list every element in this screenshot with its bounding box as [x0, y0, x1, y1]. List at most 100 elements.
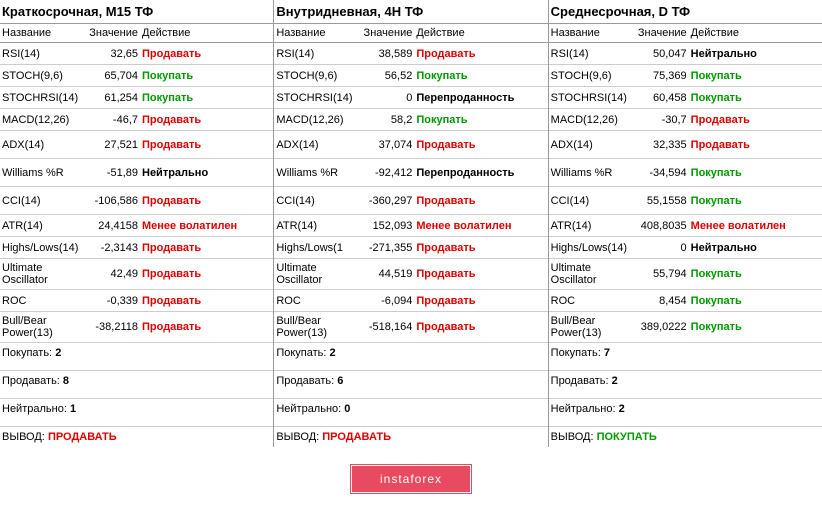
indicator-action: Нейтрально: [691, 242, 820, 254]
indicator-action: Продавать: [416, 195, 545, 207]
indicator-action: Продавать: [142, 321, 271, 333]
header-action: Действие: [691, 27, 820, 39]
summary-row: Нейтрально: 2: [549, 399, 822, 427]
conclusion-value: ПОКУПАТЬ: [597, 431, 657, 443]
footer-badge: instaforex: [351, 465, 471, 493]
indicator-value: 50,047: [629, 48, 691, 60]
table-row: ROC-0,339Продавать: [0, 290, 273, 312]
column-headers: НазваниеЗначениеДействие: [0, 24, 273, 43]
indicator-name: MACD(12,26): [2, 114, 80, 126]
indicator-name: Ultimate Oscillator: [551, 262, 629, 286]
header-action: Действие: [142, 27, 271, 39]
summary-value: 2: [612, 375, 618, 387]
indicator-name: STOCHRSI(14): [2, 92, 80, 104]
table-row: Highs/Lows(14)-2,3143Продавать: [0, 237, 273, 259]
table-row: STOCH(9,6)65,704Покупать: [0, 65, 273, 87]
panel-0: Краткосрочная, М15 ТФНазваниеЗначениеДей…: [0, 0, 274, 447]
indicator-name: STOCH(9,6): [2, 70, 80, 82]
summary-value: 7: [604, 347, 610, 359]
summary-row: Нейтрально: 0: [274, 399, 547, 427]
table-row: CCI(14)-360,297Продавать: [274, 187, 547, 215]
table-row: STOCHRSI(14)60,458Покупать: [549, 87, 822, 109]
indicator-action: Продавать: [416, 295, 545, 307]
indicator-value: 58,2: [354, 114, 416, 126]
indicator-name: ROC: [276, 295, 354, 307]
indicator-action: Продавать: [416, 48, 545, 60]
indicator-name: Bull/Bear Power(13): [276, 315, 354, 339]
indicator-action: Покупать: [691, 321, 820, 333]
indicator-name: ADX(14): [551, 139, 629, 151]
header-name: Название: [276, 27, 354, 39]
indicator-value: 75,369: [629, 70, 691, 82]
summary-row: Покупать: 2: [274, 343, 547, 371]
table-row: ADX(14)27,521Продавать: [0, 131, 273, 159]
panels-container: Краткосрочная, М15 ТФНазваниеЗначениеДей…: [0, 0, 822, 447]
table-row: CCI(14)55,1558Покупать: [549, 187, 822, 215]
indicator-name: ROC: [551, 295, 629, 307]
indicator-value: 0: [354, 92, 416, 104]
indicator-value: -360,297: [354, 195, 416, 207]
table-row: Williams %R-34,594Покупать: [549, 159, 822, 187]
indicator-action: Менее волатилен: [691, 220, 820, 232]
panel-title: Краткосрочная, М15 ТФ: [0, 0, 273, 24]
conclusion: ВЫВОД: ПРОДАВАТЬ: [274, 427, 547, 447]
indicator-name: ATR(14): [276, 220, 354, 232]
header-value: Значение: [354, 27, 416, 39]
indicator-value: -46,7: [80, 114, 142, 126]
indicator-action: Продавать: [142, 295, 271, 307]
indicator-name: MACD(12,26): [276, 114, 354, 126]
indicator-value: 37,074: [354, 139, 416, 151]
indicator-name: CCI(14): [276, 195, 354, 207]
indicator-action: Продавать: [416, 242, 545, 254]
indicator-value: 44,519: [354, 268, 416, 280]
indicator-action: Нейтрально: [691, 48, 820, 60]
indicator-name: RSI(14): [551, 48, 629, 60]
column-headers: НазваниеЗначениеДействие: [549, 24, 822, 43]
footer: instaforex: [0, 447, 822, 511]
indicator-value: 60,458: [629, 92, 691, 104]
indicator-value: -38,2118: [80, 321, 142, 333]
indicator-action: Покупать: [416, 70, 545, 82]
indicator-action: Перепроданность: [416, 92, 545, 104]
indicator-value: 55,1558: [629, 195, 691, 207]
header-action: Действие: [416, 27, 545, 39]
indicator-name: STOCHRSI(14): [276, 92, 354, 104]
summary-label: Покупать:: [276, 347, 326, 359]
indicator-action: Нейтрально: [142, 167, 271, 179]
summary-label: Продавать:: [551, 375, 609, 387]
indicator-action: Покупать: [691, 295, 820, 307]
table-row: Highs/Lows(14)0Нейтрально: [549, 237, 822, 259]
panel-2: Среднесрочная, D ТФНазваниеЗначениеДейст…: [549, 0, 822, 447]
indicator-value: 55,794: [629, 268, 691, 280]
summary-label: Нейтрально:: [551, 403, 616, 415]
summary-value: 1: [70, 403, 76, 415]
indicator-name: Highs/Lows(14): [551, 242, 629, 254]
indicator-value: 389,0222: [629, 321, 691, 333]
conclusion-value: ПРОДАВАТЬ: [322, 431, 391, 443]
indicator-value: 38,589: [354, 48, 416, 60]
indicator-value: 8,454: [629, 295, 691, 307]
summary-row: Покупать: 2: [0, 343, 273, 371]
table-row: ATR(14)408,8035Менее волатилен: [549, 215, 822, 237]
summary-label: Продавать:: [276, 375, 334, 387]
indicator-value: -271,355: [354, 242, 416, 254]
indicator-value: 24,4158: [80, 220, 142, 232]
indicator-action: Покупать: [416, 114, 545, 126]
indicator-action: Продавать: [416, 321, 545, 333]
summary-row: Продавать: 2: [549, 371, 822, 399]
table-row: Ultimate Oscillator44,519Продавать: [274, 259, 547, 290]
indicator-action: Менее волатилен: [416, 220, 545, 232]
indicator-value: 408,8035: [629, 220, 691, 232]
panel-title: Внутридневная, 4Н ТФ: [274, 0, 547, 24]
table-row: Bull/Bear Power(13)-38,2118Продавать: [0, 312, 273, 343]
summary-value: 6: [337, 375, 343, 387]
indicator-action: Продавать: [142, 114, 271, 126]
indicator-name: Highs/Lows(1: [276, 242, 354, 254]
table-row: Williams %R-92,412Перепроданность: [274, 159, 547, 187]
indicator-name: MACD(12,26): [551, 114, 629, 126]
indicator-name: ROC: [2, 295, 80, 307]
table-row: ROC-6,094Продавать: [274, 290, 547, 312]
indicator-name: RSI(14): [2, 48, 80, 60]
table-row: MACD(12,26)-46,7Продавать: [0, 109, 273, 131]
indicator-name: STOCH(9,6): [551, 70, 629, 82]
